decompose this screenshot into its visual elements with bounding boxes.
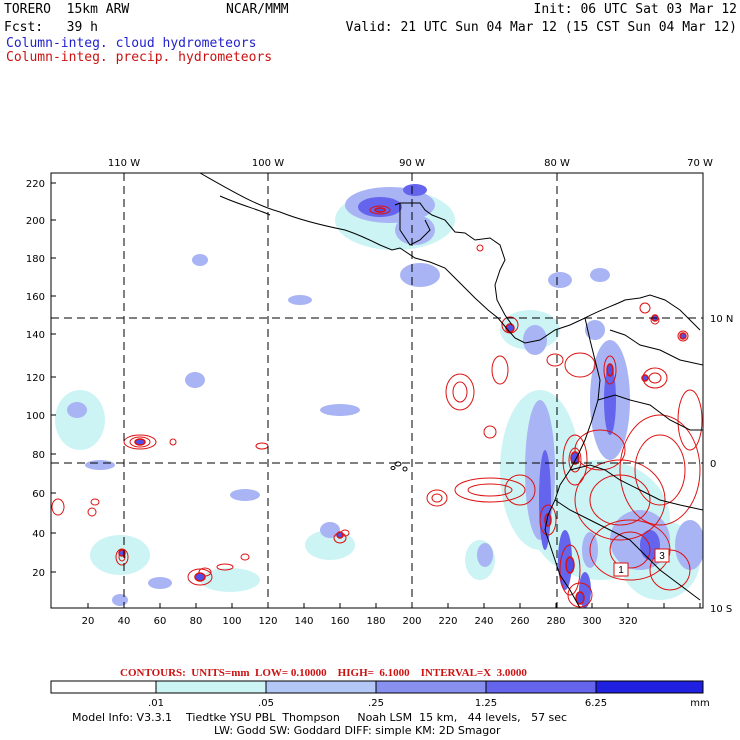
org-label: NCAR/MMM bbox=[226, 2, 289, 17]
y-tick-label: 200 bbox=[26, 216, 45, 227]
lat-label: 10 N bbox=[710, 314, 733, 325]
x-tick-label: 20 bbox=[82, 616, 95, 627]
lon-label: 90 W bbox=[399, 158, 425, 169]
lat-label: 0 bbox=[710, 459, 716, 470]
contour-marker: 1 bbox=[613, 562, 629, 577]
x-tick-label: 220 bbox=[438, 616, 457, 627]
y-tick-label: 80 bbox=[32, 450, 45, 461]
x-tick-label: 200 bbox=[402, 616, 421, 627]
x-tick-label: 60 bbox=[154, 616, 167, 627]
x-tick-label: 180 bbox=[366, 616, 385, 627]
y-tick-label: 20 bbox=[32, 568, 45, 579]
legend-precip: Column-integ. precip. hydrometeors bbox=[6, 50, 273, 65]
y-tick-label: 60 bbox=[32, 489, 45, 500]
x-tick-label: 300 bbox=[582, 616, 601, 627]
x-tick-label: 80 bbox=[190, 616, 203, 627]
init-time: Init: 06 UTC Sat 03 Mar 12 bbox=[533, 2, 738, 17]
lon-label: 100 W bbox=[252, 158, 284, 169]
lon-label: 110 W bbox=[108, 158, 140, 169]
x-tick-label: 240 bbox=[474, 616, 493, 627]
y-tick-label: 40 bbox=[32, 529, 45, 540]
y-tick-label: 160 bbox=[26, 292, 45, 303]
precip-cores bbox=[118, 207, 687, 605]
lon-label: 80 W bbox=[544, 158, 570, 169]
y-tick-label: 140 bbox=[26, 330, 45, 341]
colorbar-tick: .25 bbox=[368, 698, 384, 709]
plot-frame bbox=[50, 172, 704, 609]
contour-marker: 3 bbox=[654, 548, 670, 563]
colorbar-unit: mm bbox=[690, 698, 709, 709]
colorbar-tick: .01 bbox=[148, 698, 164, 709]
coastline bbox=[199, 173, 703, 608]
legend-cloud: Column-integ. cloud hydrometeors bbox=[6, 36, 257, 51]
lat-label: 10 S bbox=[710, 604, 732, 615]
physics-info: LW: Godd SW: Goddard DIFF: simple KM: 2D… bbox=[214, 724, 501, 737]
valid-time: Valid: 21 UTC Sun 04 Mar 12 (15 CST Sun … bbox=[345, 20, 737, 35]
colorbar-tick: .05 bbox=[258, 698, 274, 709]
colorbar-tick: 1.25 bbox=[475, 698, 497, 709]
colorbar bbox=[50, 680, 704, 694]
contour-marker-label: 1 bbox=[618, 565, 624, 576]
x-tick-label: 280 bbox=[546, 616, 565, 627]
cloud-field bbox=[55, 184, 703, 608]
x-tick-label: 100 bbox=[222, 616, 241, 627]
x-tick-label: 40 bbox=[118, 616, 131, 627]
contour-info: CONTOURS: UNITS=mm LOW= 0.10000 HIGH= 6.… bbox=[120, 667, 527, 679]
axis-ticks bbox=[51, 182, 701, 608]
y-tick-label: 220 bbox=[26, 179, 45, 190]
precip-contours bbox=[51, 205, 703, 608]
lon-label: 70 W bbox=[687, 158, 713, 169]
model-info: Model Info: V3.3.1 Tiedtke YSU PBL Thomp… bbox=[72, 711, 568, 724]
colorbar-tick: 6.25 bbox=[585, 698, 607, 709]
y-tick-label: 180 bbox=[26, 254, 45, 265]
galapagos bbox=[390, 461, 408, 472]
x-tick-label: 140 bbox=[294, 616, 313, 627]
y-tick-label: 100 bbox=[26, 411, 45, 422]
x-tick-label: 160 bbox=[330, 616, 349, 627]
x-tick-label: 260 bbox=[510, 616, 529, 627]
model-title: TORERO 15km ARW bbox=[4, 2, 130, 17]
x-tick-label: 120 bbox=[258, 616, 277, 627]
y-tick-label: 120 bbox=[26, 373, 45, 384]
x-tick-label: 320 bbox=[618, 616, 637, 627]
contour-marker-label: 3 bbox=[659, 551, 665, 562]
forecast-hour: Fcst: 39 h bbox=[4, 20, 98, 35]
lat-lon-grid bbox=[51, 173, 703, 608]
